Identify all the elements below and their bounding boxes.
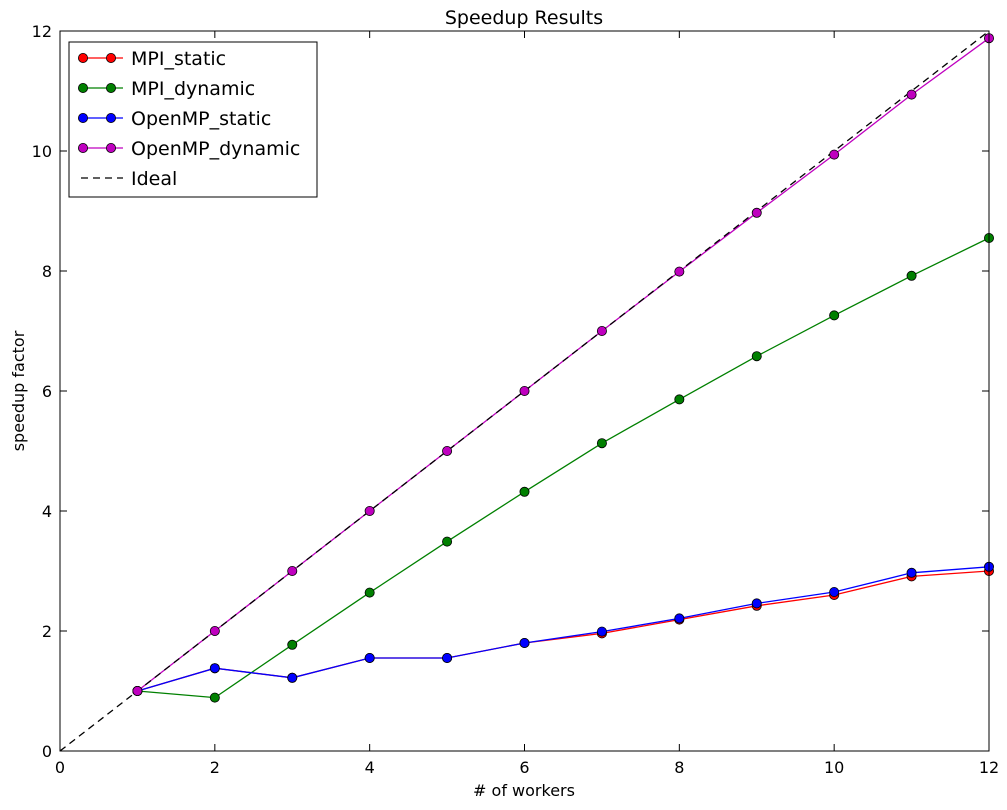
legend-marker-left-OpenMP_static (78, 113, 89, 124)
legend-marker-left-MPI_dynamic (78, 83, 89, 94)
y-tick-label-5: 10 (32, 142, 52, 161)
legend-marker-right-MPI_static (106, 53, 117, 64)
data-point-OpenMP_dynamic-5 (519, 385, 530, 396)
legend-label-Ideal: Ideal (131, 168, 177, 190)
data-point-OpenMP_static-7 (674, 613, 685, 624)
data-point-OpenMP_static-1 (209, 663, 220, 674)
legend: MPI_static MPI_dynamic OpenMP_static OpenMP… (68, 41, 318, 198)
data-point-MPI_dynamic-3 (364, 587, 375, 598)
legend-marker-right-OpenMP_static (106, 113, 117, 124)
data-point-OpenMP_static-3 (364, 653, 375, 664)
y-tick-label-0: 0 (42, 742, 52, 761)
data-point-OpenMP_dynamic-8 (751, 207, 762, 218)
data-point-OpenMP_static-4 (442, 653, 453, 664)
data-point-OpenMP_static-5 (519, 638, 530, 649)
data-point-OpenMP_static-2 (287, 672, 298, 683)
data-point-MPI_dynamic-5 (519, 486, 530, 497)
x-tick-label-6: 12 (979, 758, 999, 777)
data-point-OpenMP_static-9 (829, 587, 840, 598)
data-point-OpenMP_dynamic-7 (674, 266, 685, 277)
legend-marker-right-OpenMP_dynamic (106, 142, 117, 153)
data-point-OpenMP_dynamic-9 (829, 149, 840, 160)
data-point-MPI_dynamic-8 (751, 351, 762, 362)
data-point-MPI_dynamic-4 (442, 536, 453, 547)
x-tick-label-5: 10 (824, 758, 844, 777)
y-tick-label-2: 4 (42, 502, 52, 521)
data-point-OpenMP_static-6 (596, 626, 607, 637)
legend-label-MPI_dynamic: MPI_dynamic (131, 78, 255, 100)
data-point-MPI_dynamic-1 (209, 692, 220, 703)
x-axis-label: # of workers (473, 781, 575, 800)
data-point-OpenMP_static-10 (906, 567, 917, 578)
data-point-OpenMP_dynamic-1 (209, 626, 220, 637)
y-axis-label: speedup factor (9, 330, 28, 451)
x-tick-label-1: 2 (210, 758, 220, 777)
plot-frame (59, 30, 990, 752)
data-point-MPI_dynamic-9 (829, 310, 840, 321)
legend-label-OpenMP_static: OpenMP_static (131, 108, 271, 130)
y-tick-label-4: 8 (42, 262, 52, 281)
data-point-MPI_dynamic-7 (674, 394, 685, 405)
x-tick-label-3: 6 (519, 758, 529, 777)
data-point-MPI_dynamic-10 (906, 270, 917, 281)
data-point-MPI_dynamic-6 (596, 438, 607, 449)
plot-area: 0 2 4 6 8 10 12 0 2 4 6 8 10 12 (32, 22, 1000, 777)
legend-marker-left-MPI_static (78, 53, 89, 64)
data-point-OpenMP_static-8 (751, 598, 762, 609)
legend-label-OpenMP_dynamic: OpenMP_dynamic (131, 138, 300, 160)
data-point-OpenMP_dynamic-6 (596, 325, 607, 336)
x-tick-label-0: 0 (55, 758, 65, 777)
data-point-MPI_dynamic-2 (287, 639, 298, 650)
x-tick-label-2: 4 (365, 758, 375, 777)
y-tick-label-6: 12 (32, 22, 52, 41)
chart-title: Speedup Results (445, 7, 603, 29)
x-tick-label-4: 8 (674, 758, 684, 777)
y-tick-label-1: 2 (42, 622, 52, 641)
data-point-OpenMP_dynamic-3 (364, 505, 375, 516)
legend-marker-left-OpenMP_dynamic (78, 142, 89, 153)
legend-marker-right-MPI_dynamic (106, 83, 117, 94)
y-tick-label-3: 6 (42, 382, 52, 401)
data-point-OpenMP_dynamic-0 (132, 686, 143, 697)
series-line-OpenMP_static (137, 566, 989, 692)
legend-label-MPI_static: MPI_static (131, 48, 226, 70)
data-point-OpenMP_dynamic-2 (287, 566, 298, 577)
series-line-MPI_dynamic (137, 237, 989, 699)
data-point-OpenMP_dynamic-4 (442, 445, 453, 456)
data-point-OpenMP_dynamic-10 (906, 89, 917, 100)
